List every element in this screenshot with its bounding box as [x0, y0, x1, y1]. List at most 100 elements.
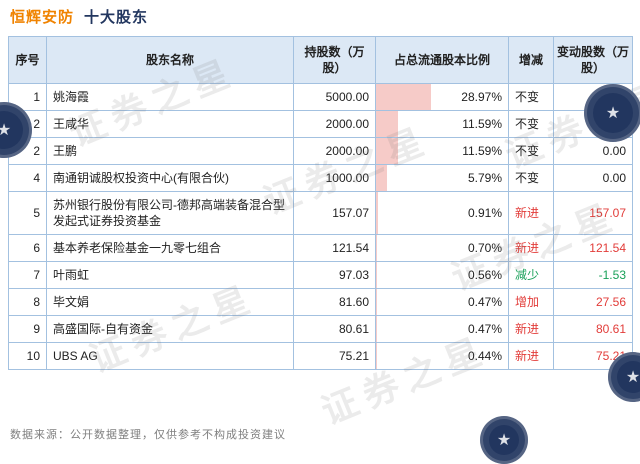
shares-cell: 2000.00 — [293, 137, 376, 165]
percent-value: 0.44% — [467, 349, 502, 363]
table-row: 7 叶雨虹 97.03 0.56% 减少 -1.53 — [8, 261, 633, 289]
delta-shares-cell: 157.07 — [553, 191, 633, 235]
percent-value: 0.47% — [467, 322, 502, 336]
table-row: 9 高盛国际-自有资金 80.61 0.47% 新进 80.61 — [8, 315, 633, 343]
shares-cell: 1000.00 — [293, 164, 376, 192]
percent-bar — [376, 289, 377, 315]
shares-cell: 5000.00 — [293, 83, 376, 111]
change-cell: 不变 — [508, 110, 554, 138]
column-header: 变动股数（万股） — [553, 36, 633, 84]
change-cell: 不变 — [508, 83, 554, 111]
percent-value: 5.79% — [467, 171, 502, 185]
change-cell: 不变 — [508, 137, 554, 165]
percent-bar — [376, 316, 377, 342]
column-header: 增减 — [508, 36, 554, 84]
percent-ratio-cell: 0.44% — [375, 342, 509, 370]
rank-cell: 10 — [8, 342, 47, 370]
percent-bar — [376, 262, 378, 288]
data-source-note: 数据来源：公开数据整理，仅供参考不构成投资建议 — [10, 429, 286, 441]
shares-cell: 2000.00 — [293, 110, 376, 138]
percent-ratio-cell: 5.79% — [375, 164, 509, 192]
title-suffix: 十大股东 — [84, 9, 149, 26]
percent-value: 11.59% — [462, 117, 502, 131]
shareholder-name-cell: 基本养老保险基金一九零七组合 — [46, 234, 294, 262]
percent-ratio-cell: 0.70% — [375, 234, 509, 262]
change-cell: 新进 — [508, 342, 554, 370]
delta-shares-cell: 75.21 — [553, 342, 633, 370]
percent-value: 11.59% — [462, 144, 502, 158]
change-cell: 增加 — [508, 288, 554, 316]
rank-cell: 4 — [8, 164, 47, 192]
column-header: 占总流通股本比例 — [375, 36, 509, 84]
change-cell: 不变 — [508, 164, 554, 192]
page-title: 恒辉安防 十大股东 — [10, 6, 148, 27]
percent-value: 0.70% — [467, 241, 502, 255]
percent-bar — [376, 192, 378, 234]
rank-cell: 7 — [8, 261, 47, 289]
percent-value: 0.47% — [467, 295, 502, 309]
table-row: 6 基本养老保险基金一九零七组合 121.54 0.70% 新进 121.54 — [8, 234, 633, 262]
star-icon: ★ — [496, 432, 512, 449]
table-row: 4 南通钥诚股权投资中心(有限合伙) 1000.00 5.79% 不变 0.00 — [8, 164, 633, 192]
shareholder-name-cell: 高盛国际-自有资金 — [46, 315, 294, 343]
rank-cell: 6 — [8, 234, 47, 262]
delta-shares-cell: -1.53 — [553, 261, 633, 289]
rank-cell: 2 — [8, 137, 47, 165]
delta-shares-cell: 27.56 — [553, 288, 633, 316]
table-header-row: 序号 股东名称 持股数（万股） 占总流通股本比例 增减 变动股数（万股） — [8, 36, 633, 84]
table-row: 2 王咸华 2000.00 11.59% 不变 0.00 — [8, 110, 633, 138]
watermark-logo-icon: ★ — [480, 416, 528, 464]
column-header: 股东名称 — [46, 36, 294, 84]
percent-value: 28.97% — [461, 90, 502, 104]
shares-cell: 157.07 — [293, 191, 376, 235]
page: 恒辉安防 十大股东 序号 股东名称 持股数（万股） 占总流通股本比例 增减 变动股数（万股）… — [0, 6, 640, 464]
delta-shares-cell: 0.00 — [553, 137, 633, 165]
table-row: 2 王鹏 2000.00 11.59% 不变 0.00 — [8, 137, 633, 165]
percent-bar — [376, 165, 388, 191]
shareholder-name-cell: 毕文娟 — [46, 288, 294, 316]
shareholder-name-cell: 王鹏 — [46, 137, 294, 165]
shares-cell: 121.54 — [293, 234, 376, 262]
table-row: 5 苏州银行股份有限公司-德邦高端装备混合型发起式证券投资基金 157.07 0.91… — [8, 191, 633, 235]
percent-ratio-cell: 0.47% — [375, 288, 509, 316]
percent-value: 0.56% — [467, 268, 502, 282]
change-cell: 新进 — [508, 234, 554, 262]
change-cell: 新进 — [508, 315, 554, 343]
shareholder-name-cell: UBS AG — [46, 342, 294, 370]
percent-ratio-cell: 11.59% — [375, 110, 509, 138]
change-cell: 新进 — [508, 191, 554, 235]
table-row: 10 UBS AG 75.21 0.44% 新进 75.21 — [8, 342, 633, 370]
percent-ratio-cell: 28.97% — [375, 83, 509, 111]
delta-shares-cell: 0.00 — [553, 110, 633, 138]
rank-cell: 2 — [8, 110, 47, 138]
stock-name: 恒辉安防 — [10, 9, 75, 26]
percent-bar — [376, 84, 432, 110]
star-icon: ★ — [625, 369, 640, 386]
shareholder-name-cell: 南通钥诚股权投资中心(有限合伙) — [46, 164, 294, 192]
rank-cell: 8 — [8, 288, 47, 316]
column-header: 持股数（万股） — [293, 36, 376, 84]
percent-ratio-cell: 0.91% — [375, 191, 509, 235]
delta-shares-cell: 0.00 — [553, 83, 633, 111]
shares-cell: 80.61 — [293, 315, 376, 343]
table-body: 1 姚海霞 5000.00 28.97% 不变 0.00 2 王咸华 2000.00 11.59%… — [8, 83, 633, 370]
delta-shares-cell: 0.00 — [553, 164, 633, 192]
shares-cell: 97.03 — [293, 261, 376, 289]
percent-value: 0.91% — [467, 206, 502, 220]
shareholders-table: 序号 股东名称 持股数（万股） 占总流通股本比例 增减 变动股数（万股） 1 姚海霞 5000… — [8, 36, 633, 370]
rank-cell: 9 — [8, 315, 47, 343]
shares-cell: 81.60 — [293, 288, 376, 316]
rank-cell: 1 — [8, 83, 47, 111]
percent-ratio-cell: 0.47% — [375, 315, 509, 343]
percent-bar — [376, 235, 378, 261]
shareholder-name-cell: 姚海霞 — [46, 83, 294, 111]
shares-cell: 75.21 — [293, 342, 376, 370]
percent-ratio-cell: 11.59% — [375, 137, 509, 165]
percent-ratio-cell: 0.56% — [375, 261, 509, 289]
table-row: 8 毕文娟 81.60 0.47% 增加 27.56 — [8, 288, 633, 316]
delta-shares-cell: 121.54 — [553, 234, 633, 262]
column-header: 序号 — [8, 36, 47, 84]
percent-bar — [376, 138, 399, 164]
shareholder-name-cell: 王咸华 — [46, 110, 294, 138]
percent-bar — [376, 111, 399, 137]
